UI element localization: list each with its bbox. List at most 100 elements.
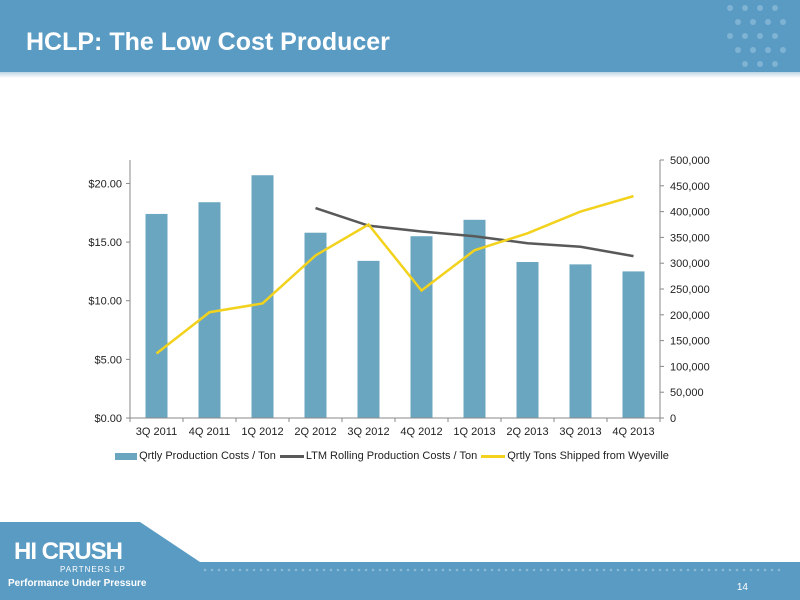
- bar-production-cost: [251, 175, 274, 418]
- footer-dot: [259, 568, 263, 572]
- bar-production-cost: [357, 260, 380, 418]
- logo-tagline: Performance Under Pressure: [8, 578, 147, 589]
- footer-dot: [357, 568, 361, 572]
- footer-dot: [777, 568, 781, 572]
- footer-dot: [217, 568, 221, 572]
- footer-dot: [756, 568, 760, 572]
- footer-dot: [315, 568, 319, 572]
- y-right-tick-label: 300,000: [670, 258, 710, 270]
- footer-dot: [413, 568, 417, 572]
- legend-item: LTM Rolling Production Costs / Ton: [279, 450, 478, 462]
- footer-dot: [553, 568, 557, 572]
- footer-dot: [609, 568, 613, 572]
- footer-dot: [441, 568, 445, 572]
- footer-dot: [665, 568, 669, 572]
- footer-dot: [378, 568, 382, 572]
- footer-dot: [427, 568, 431, 572]
- legend-swatch: [115, 452, 138, 460]
- x-tick-label: 2Q 2012: [294, 426, 336, 438]
- footer-dot: [287, 568, 291, 572]
- footer-dot: [525, 568, 529, 572]
- footer-dot: [546, 568, 550, 572]
- footer-dot: [532, 568, 536, 572]
- x-tick-label: 4Q 2012: [400, 426, 442, 438]
- y-right-tick-label: 250,000: [670, 284, 710, 296]
- footer-dot: [560, 568, 564, 572]
- footer-dot: [252, 568, 256, 572]
- footer-dot: [210, 568, 214, 572]
- x-tick-label: 4Q 2013: [612, 426, 654, 438]
- footer-dot: [245, 568, 249, 572]
- footer-dot: [707, 568, 711, 572]
- footer-dot: [406, 568, 410, 572]
- header-bar: [0, 0, 800, 72]
- y-right-tick-label: 200,000: [670, 310, 710, 322]
- footer-dot: [721, 568, 725, 572]
- legend-swatch: [481, 454, 506, 458]
- footer-dot: [343, 568, 347, 572]
- footer-dot: [567, 568, 571, 572]
- y-left-tick-label: $10.00: [88, 296, 122, 308]
- legend-label: LTM Rolling Production Costs / Ton: [305, 450, 478, 462]
- footer-dot: [700, 568, 704, 572]
- y-right-tick-label: 500,000: [670, 155, 710, 167]
- footer-dot: [735, 568, 739, 572]
- line-tons-shipped: [155, 194, 634, 355]
- footer-dot: [574, 568, 578, 572]
- footer-dot: [238, 568, 242, 572]
- y-left-tick-label: $0.00: [94, 413, 122, 425]
- footer-dot: [329, 568, 333, 572]
- footer-dot: [490, 568, 494, 572]
- legend-label: Qrtly Production Costs / Ton: [139, 450, 276, 462]
- footer-dot: [679, 568, 683, 572]
- bar-production-cost: [410, 236, 433, 418]
- footer-dot: [637, 568, 641, 572]
- y-right-tick-label: 0: [670, 413, 676, 425]
- footer-dot: [273, 568, 277, 572]
- footer-dot: [630, 568, 634, 572]
- footer-dot: [483, 568, 487, 572]
- footer-dot: [623, 568, 627, 572]
- footer-dot: [651, 568, 655, 572]
- x-tick-label: 3Q 2013: [559, 426, 601, 438]
- x-tick-label: 3Q 2012: [347, 426, 389, 438]
- footer-dot: [742, 568, 746, 572]
- y-right-tick-label: 150,000: [670, 336, 710, 348]
- chart-legend: Qrtly Production Costs / Ton LTM Rolling …: [112, 450, 672, 462]
- footer-dot: [770, 568, 774, 572]
- y-left-tick-label: $5.00: [94, 354, 122, 366]
- bar-production-cost: [145, 213, 168, 418]
- footer-dot: [462, 568, 466, 572]
- footer-dot: [539, 568, 543, 572]
- y-right-tick-label: 450,000: [670, 181, 710, 193]
- footer-dot: [588, 568, 592, 572]
- footer-dot: [399, 568, 403, 572]
- slide-title: HCLP: The Low Cost Producer: [26, 28, 390, 56]
- x-tick-label: 2Q 2013: [506, 426, 548, 438]
- x-tick-label: 1Q 2012: [241, 426, 283, 438]
- page-number: 14: [736, 582, 748, 593]
- dot-pattern-decoration: [727, 5, 786, 67]
- footer-dot: [616, 568, 620, 572]
- footer-dot: [749, 568, 753, 572]
- footer-dot: [448, 568, 452, 572]
- footer-dot: [301, 568, 305, 572]
- bar-production-cost: [622, 271, 645, 418]
- bar-production-cost: [198, 202, 221, 418]
- y-left-tick-label: $15.00: [88, 237, 122, 249]
- legend-label: Qrtly Tons Shipped from Wyeville: [507, 450, 669, 462]
- header-shadow: [0, 72, 800, 78]
- footer-dot: [714, 568, 718, 572]
- x-tick-label: 1Q 2013: [453, 426, 495, 438]
- footer-dot: [266, 568, 270, 572]
- footer-dot: [581, 568, 585, 572]
- logo-name: HI CRUSH: [14, 538, 123, 565]
- footer-dot: [420, 568, 424, 572]
- footer-dot: [434, 568, 438, 572]
- footer-dot: [658, 568, 662, 572]
- legend-swatch: [279, 454, 304, 458]
- y-left-tick-label: $20.00: [88, 178, 122, 190]
- footer-dot: [476, 568, 480, 572]
- footer-dot: [763, 568, 767, 572]
- footer-dot: [693, 568, 697, 572]
